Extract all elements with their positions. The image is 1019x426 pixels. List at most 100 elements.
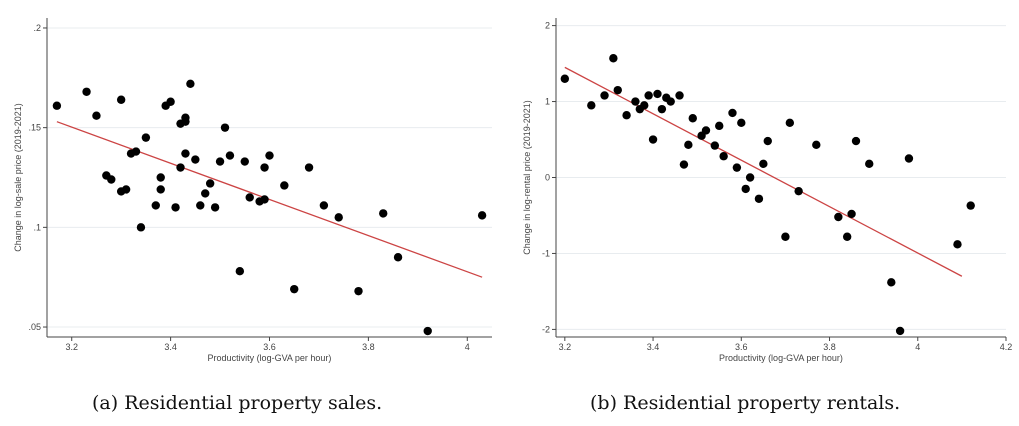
data-point <box>131 147 141 156</box>
data-point <box>107 175 116 184</box>
caption-rentals: (b) Residential property rentals. <box>590 392 901 414</box>
y-tick-label: 1 <box>545 97 550 107</box>
data-point <box>834 212 843 222</box>
data-point <box>741 184 750 194</box>
data-point <box>600 91 609 100</box>
data-point <box>220 123 230 132</box>
data-point <box>379 209 388 218</box>
data-point <box>754 194 764 203</box>
data-point <box>210 203 220 212</box>
data-point <box>763 136 772 146</box>
data-point <box>728 108 737 118</box>
data-point <box>121 185 131 194</box>
data-point <box>613 85 622 95</box>
data-point <box>715 121 724 131</box>
data-point <box>260 163 269 172</box>
data-point <box>904 154 914 163</box>
data-point <box>648 135 658 144</box>
data-point <box>688 114 697 123</box>
data-point <box>737 118 746 128</box>
data-point <box>215 157 225 166</box>
x-tick-label: 4 <box>915 342 920 352</box>
x-tick-label: 3.2 <box>559 342 572 352</box>
data-point <box>290 284 299 294</box>
data-point <box>156 173 165 182</box>
data-point <box>235 267 245 276</box>
data-point <box>393 253 403 262</box>
data-point <box>201 189 210 198</box>
data-point <box>319 201 329 210</box>
data-point <box>560 74 570 83</box>
data-point <box>205 179 215 188</box>
data-point <box>477 211 487 220</box>
data-point <box>304 163 314 172</box>
x-tick-label: 4.2 <box>1000 342 1013 352</box>
data-point <box>334 213 343 222</box>
x-tick-label: 3.6 <box>735 342 748 352</box>
x-tick-label: 3.2 <box>65 342 78 352</box>
data-point <box>354 286 363 296</box>
data-point <box>225 151 235 160</box>
y-tick-label: 0 <box>545 173 550 183</box>
data-point <box>181 117 190 126</box>
data-point <box>240 157 249 166</box>
y-tick-label: .05 <box>28 322 41 332</box>
data-point <box>136 223 146 232</box>
data-point <box>156 185 165 194</box>
y-axis-label: Change in log-rental price (2019-2021) <box>522 100 532 255</box>
data-point <box>622 111 631 120</box>
data-point <box>644 91 653 100</box>
chart-panel-sales: .05 .1 .15 .2 3.2 3.4 3.6 3.8 4 Productivity (log… <box>0 0 505 380</box>
x-tick-label: 4 <box>465 342 470 352</box>
data-point <box>186 79 195 88</box>
fit-line <box>56 121 483 278</box>
data-point <box>679 160 689 169</box>
caption-sales: (a) Residential property sales. <box>92 392 383 414</box>
data-point <box>887 278 896 287</box>
data-point <box>865 159 874 169</box>
x-tick-label: 3.8 <box>362 342 375 352</box>
data-point <box>745 173 755 182</box>
x-axis-label: Productivity (log-GVA per hour) <box>719 353 843 363</box>
data-point <box>92 111 101 120</box>
data-point <box>895 326 905 336</box>
data-point <box>842 232 852 241</box>
data-point <box>657 104 667 114</box>
plot-area <box>47 18 492 337</box>
data-point <box>171 203 180 212</box>
data-point <box>245 193 254 202</box>
data-point <box>609 54 618 63</box>
y-tick-label: -1 <box>542 248 550 258</box>
chart-panel-rentals: -2 -1 0 1 2 3.2 3.4 3.6 3.8 4 4.2 Productivity (log… <box>512 0 1019 380</box>
chart-sales-svg: .05 .1 .15 .2 3.2 3.4 3.6 3.8 4 Productivity (log… <box>13 18 492 363</box>
data-point <box>675 91 684 100</box>
data-point <box>851 136 861 146</box>
y-tick-label: 2 <box>545 21 550 31</box>
data-point <box>640 101 649 110</box>
data-point <box>52 101 62 110</box>
x-axis-label: Productivity (log-GVA per hour) <box>208 353 332 363</box>
data-point <box>785 118 795 128</box>
y-tick-label: .2 <box>33 23 41 33</box>
data-point <box>423 326 432 336</box>
data-point <box>812 140 821 150</box>
data-point <box>794 186 803 196</box>
x-tick-label: 3.4 <box>164 342 177 352</box>
y-axis-label: Change in log-sale price (2019-2021) <box>13 103 23 252</box>
data-point <box>191 155 200 164</box>
data-point <box>587 101 596 110</box>
y-tick-label: .1 <box>33 222 41 232</box>
x-tick-label: 3.4 <box>647 342 660 352</box>
y-tick-label: .15 <box>28 123 41 133</box>
data-point <box>265 151 274 160</box>
data-point <box>176 163 185 172</box>
data-point <box>847 209 856 219</box>
data-point <box>631 97 640 106</box>
x-tick-label: 3.6 <box>263 342 276 352</box>
data-point <box>653 89 662 99</box>
data-point <box>151 201 160 210</box>
fit-line <box>564 66 963 277</box>
data-point <box>701 126 711 135</box>
data-point <box>953 240 962 249</box>
data-point <box>719 152 728 161</box>
